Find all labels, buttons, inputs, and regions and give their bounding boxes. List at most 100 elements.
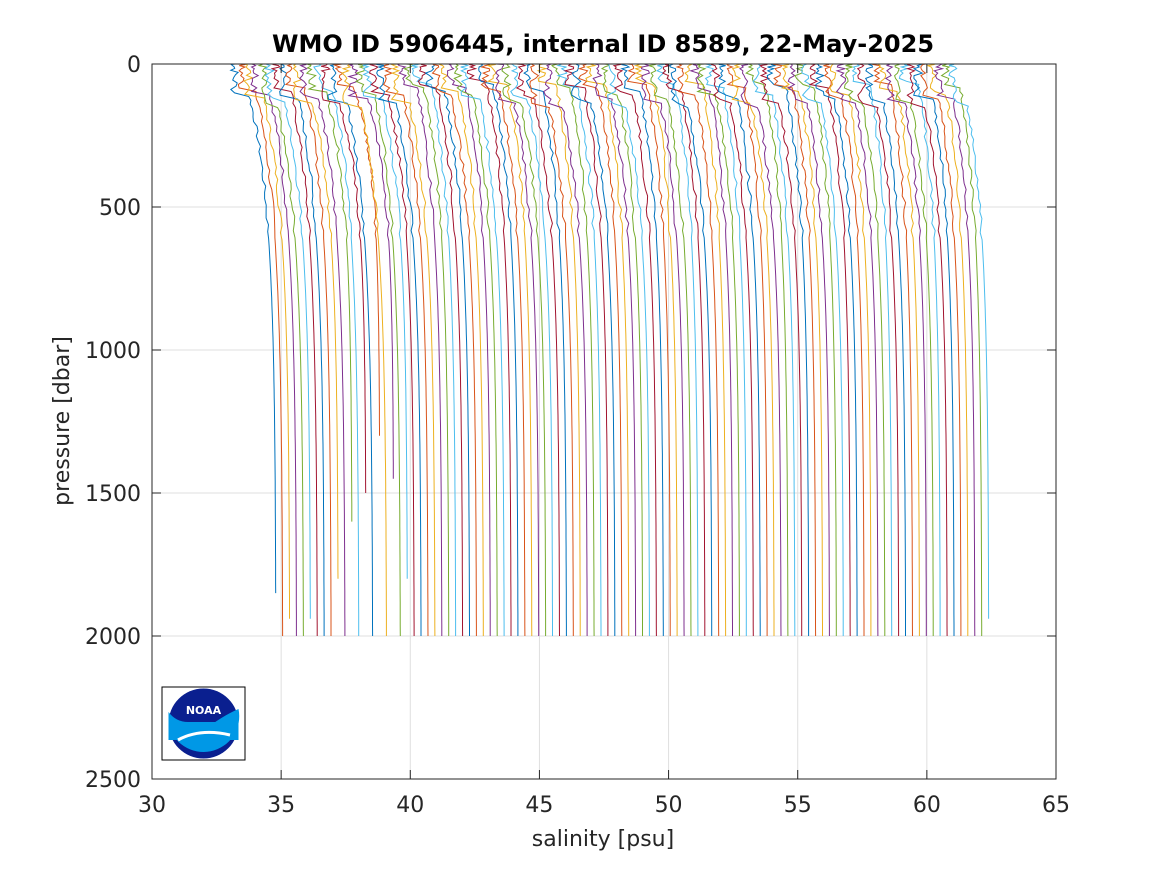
profile-line [752, 63, 796, 636]
profile-line [382, 63, 429, 637]
profile-line [270, 63, 318, 636]
y-tick-label: 2500 [85, 768, 141, 793]
profile-line [592, 63, 637, 636]
profile-line [556, 64, 602, 636]
x-tick-label: 55 [784, 793, 812, 818]
profile-line [523, 63, 567, 636]
profile-line [794, 63, 837, 636]
logo-text: NOAA [186, 704, 222, 717]
profile-line [948, 63, 990, 619]
profile-line [355, 63, 401, 637]
profile-line [284, 63, 332, 636]
profile-line [823, 63, 865, 636]
profile-line [250, 63, 297, 636]
profile-line [332, 63, 380, 436]
y-tick-label: 500 [99, 196, 141, 221]
profile-line [403, 63, 450, 636]
profile-line [299, 63, 346, 636]
profile-line [347, 63, 394, 479]
profile-line [577, 63, 623, 637]
profile-line [305, 63, 353, 522]
y-tick-labels: 0 500 1000 1500 2000 2500 [85, 53, 141, 793]
profile-line [738, 63, 782, 637]
y-tick-label: 0 [127, 53, 141, 78]
profile-line [600, 63, 643, 636]
profile-line [369, 63, 415, 636]
profile-line [745, 63, 789, 637]
profile-line [453, 63, 498, 637]
x-axis-label: salinity [psu] [532, 827, 674, 852]
x-tick-label: 40 [396, 793, 424, 818]
profile-line [563, 63, 609, 636]
profile-line [320, 63, 367, 494]
profile-line [689, 63, 733, 636]
profile-line [851, 63, 893, 636]
profile-line [327, 63, 374, 637]
profile-line [787, 63, 830, 636]
profile-line [835, 63, 879, 637]
profile-line [877, 63, 920, 636]
profile-line [495, 63, 540, 636]
profile-line [431, 63, 477, 636]
profile-line [801, 63, 844, 636]
profile-line [718, 63, 761, 636]
y-tick-label: 2000 [85, 625, 141, 650]
profile-line [884, 63, 927, 636]
profile-line [279, 63, 325, 636]
profile-line [243, 63, 290, 619]
profile-line [362, 63, 408, 579]
x-tick-label: 50 [655, 793, 683, 818]
profile-line [424, 63, 470, 636]
profile-line [376, 64, 422, 636]
profile-line [612, 64, 657, 637]
profile-line [669, 63, 713, 636]
profile-line [726, 63, 768, 636]
logo-gull [177, 730, 231, 742]
profile-line [731, 63, 775, 636]
profile-line [856, 63, 900, 636]
profile-line [633, 63, 678, 636]
x-tick-label: 60 [913, 793, 941, 818]
profile-line [292, 63, 339, 579]
profile-line [313, 63, 360, 636]
profile-line [411, 63, 457, 636]
profile-line [460, 63, 505, 636]
profile-line [585, 63, 630, 636]
x-tick-label: 65 [1042, 793, 1070, 818]
y-axis-label: pressure [dbar] [50, 336, 75, 506]
plot-frame [151, 63, 1057, 780]
profile-line [675, 63, 720, 637]
x-tick-label: 30 [138, 793, 166, 818]
profile-line [229, 63, 277, 594]
profile-line [940, 63, 983, 636]
profile-line [661, 63, 706, 636]
x-tick-labels: 30 35 40 45 50 55 60 65 [138, 793, 1070, 818]
x-tick-label: 35 [267, 793, 295, 818]
profile-line [926, 63, 969, 636]
profile-line [510, 63, 553, 636]
profile-line [766, 63, 810, 636]
profile-line [640, 63, 685, 637]
profile-line [814, 63, 858, 636]
profile-line [912, 63, 955, 636]
plot-area [152, 64, 1056, 779]
profile-line [263, 63, 311, 619]
profile-line [894, 63, 934, 636]
profile-line [684, 63, 727, 636]
profile-line [905, 63, 948, 637]
profile-line [439, 63, 484, 636]
profile-line [933, 63, 976, 637]
profile-line [620, 63, 664, 636]
profile-line [780, 63, 823, 636]
noaa-logo: NOAA [161, 686, 246, 761]
profile-line [920, 63, 962, 636]
profile-line [340, 63, 387, 636]
profile-line [417, 63, 464, 637]
profile-line [655, 63, 699, 636]
profile-line [607, 63, 650, 636]
chart-title: WMO ID 5906445, internal ID 8589, 22-May… [272, 30, 934, 58]
axis-ticks [151, 63, 1057, 780]
profile-line [529, 63, 574, 636]
profile-line [389, 63, 436, 637]
